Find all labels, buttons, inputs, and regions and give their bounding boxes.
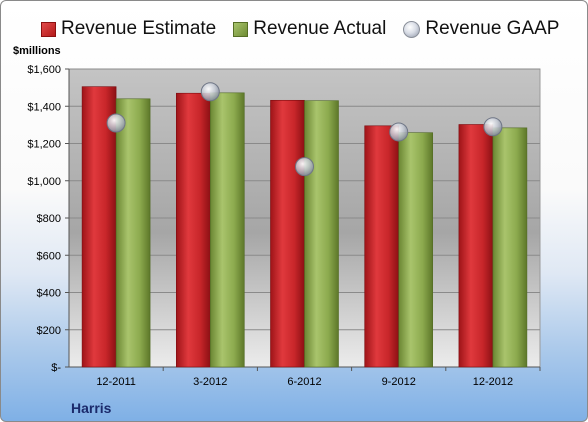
legend-item-estimate: Revenue Estimate	[41, 18, 216, 40]
legend-label-gaap: Revenue GAAP	[425, 18, 560, 39]
bar-revenue-estimate	[176, 92, 211, 368]
y-tick-label: $1,000	[27, 176, 61, 188]
y-tick-label: $200	[37, 325, 61, 337]
marker-revenue-gaap	[295, 157, 314, 177]
legend-label-actual: Revenue Actual	[253, 18, 387, 39]
marker-revenue-gaap	[389, 122, 409, 142]
legend-swatch-actual	[233, 21, 249, 37]
y-axis-unit-label: $millions	[13, 45, 61, 57]
marker-revenue-gaap	[483, 117, 503, 137]
legend-swatch-gaap	[403, 20, 421, 38]
x-tick-label: 3-2012	[193, 376, 227, 388]
marker-revenue-gaap	[106, 113, 126, 133]
bar-revenue-estimate	[270, 99, 305, 368]
bar-revenue-estimate	[364, 125, 400, 368]
y-tick-label: $1,400	[27, 101, 61, 113]
legend-item-actual: Revenue Actual	[233, 18, 386, 40]
bar-revenue-actual	[115, 98, 151, 368]
legend-item-gaap: Revenue GAAP	[403, 18, 559, 40]
legend-label-estimate: Revenue Estimate	[61, 18, 217, 39]
bar-revenue-actual	[304, 100, 339, 368]
bar-revenue-actual	[492, 127, 528, 368]
y-tick-label: $600	[37, 250, 61, 262]
bar-revenue-estimate	[81, 86, 117, 368]
y-tick-label: $1,200	[27, 139, 61, 151]
bar-revenue-actual	[398, 132, 434, 368]
x-tick-label: 6-2012	[287, 376, 321, 388]
bar-revenue-estimate	[458, 124, 494, 368]
bar-revenue-actual	[210, 92, 245, 368]
y-tick-label: $400	[37, 288, 61, 300]
x-tick-label: 9-2012	[382, 376, 416, 388]
legend-swatch-estimate	[41, 21, 56, 37]
x-tick-label: 12-2011	[96, 376, 136, 388]
legend: Revenue Estimate Revenue Actual Revenue …	[41, 17, 576, 41]
x-tick-label: 12-2012	[473, 376, 513, 388]
y-tick-label: $1,600	[27, 64, 61, 76]
marker-revenue-gaap	[200, 82, 220, 102]
y-tick-label: $800	[37, 213, 61, 225]
y-tick-label: $-	[51, 362, 61, 374]
company-label: Harris	[71, 400, 112, 416]
